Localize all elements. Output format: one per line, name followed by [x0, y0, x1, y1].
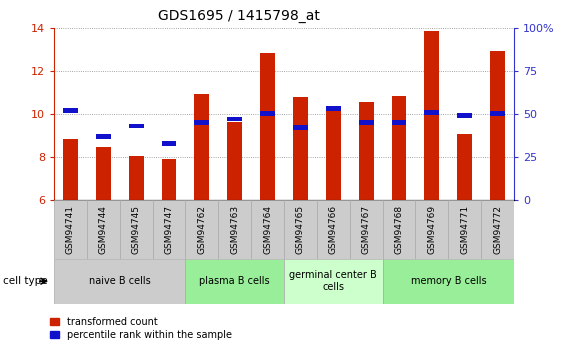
- Bar: [326, 106, 341, 111]
- Bar: [87, 200, 120, 259]
- Text: GSM94771: GSM94771: [460, 205, 469, 254]
- Bar: [490, 111, 505, 116]
- Text: plasma B cells: plasma B cells: [199, 276, 270, 286]
- Bar: [194, 120, 209, 125]
- Bar: [63, 139, 78, 200]
- Bar: [326, 111, 341, 200]
- Bar: [457, 134, 472, 200]
- Text: cell type: cell type: [3, 276, 48, 286]
- Bar: [424, 31, 439, 200]
- Bar: [391, 120, 407, 125]
- Bar: [317, 200, 350, 259]
- Bar: [120, 200, 153, 259]
- Text: GSM94768: GSM94768: [395, 205, 403, 254]
- Text: GSM94744: GSM94744: [99, 205, 108, 254]
- Bar: [54, 259, 185, 304]
- Text: memory B cells: memory B cells: [411, 276, 486, 286]
- Bar: [293, 97, 308, 200]
- Bar: [194, 95, 209, 200]
- Bar: [448, 200, 481, 259]
- Bar: [415, 200, 448, 259]
- Bar: [96, 147, 111, 200]
- Bar: [284, 259, 383, 304]
- Bar: [63, 108, 78, 113]
- Bar: [129, 124, 144, 128]
- Bar: [251, 200, 284, 259]
- Text: GSM94747: GSM94747: [165, 205, 173, 254]
- Bar: [391, 96, 407, 200]
- Text: GSM94767: GSM94767: [362, 205, 371, 254]
- Text: germinal center B
cells: germinal center B cells: [290, 270, 377, 292]
- Bar: [383, 259, 514, 304]
- Text: GSM94764: GSM94764: [263, 205, 272, 254]
- Bar: [185, 200, 218, 259]
- Bar: [96, 134, 111, 139]
- Legend: transformed count, percentile rank within the sample: transformed count, percentile rank withi…: [51, 317, 232, 340]
- Bar: [424, 110, 439, 115]
- Text: GSM94741: GSM94741: [66, 205, 75, 254]
- Text: GSM94765: GSM94765: [296, 205, 305, 254]
- Bar: [284, 200, 317, 259]
- Bar: [161, 159, 177, 200]
- Bar: [481, 200, 514, 259]
- Bar: [260, 111, 275, 116]
- Text: GSM94766: GSM94766: [329, 205, 338, 254]
- Bar: [153, 200, 185, 259]
- Bar: [227, 117, 242, 121]
- Text: GSM94762: GSM94762: [197, 205, 206, 254]
- Text: naive B cells: naive B cells: [89, 276, 151, 286]
- Bar: [218, 200, 251, 259]
- Text: GSM94745: GSM94745: [132, 205, 141, 254]
- Bar: [359, 120, 374, 125]
- Bar: [490, 51, 505, 200]
- Text: GSM94772: GSM94772: [493, 205, 502, 254]
- Bar: [350, 200, 383, 259]
- Bar: [227, 122, 242, 200]
- Text: GDS1695 / 1415798_at: GDS1695 / 1415798_at: [158, 9, 319, 23]
- Bar: [457, 113, 472, 118]
- Bar: [54, 200, 87, 259]
- Bar: [359, 102, 374, 200]
- Bar: [161, 141, 177, 146]
- Text: GSM94763: GSM94763: [230, 205, 239, 254]
- Bar: [260, 53, 275, 200]
- Bar: [383, 200, 415, 259]
- Text: GSM94769: GSM94769: [427, 205, 436, 254]
- Bar: [185, 259, 284, 304]
- Bar: [293, 125, 308, 130]
- Bar: [129, 156, 144, 200]
